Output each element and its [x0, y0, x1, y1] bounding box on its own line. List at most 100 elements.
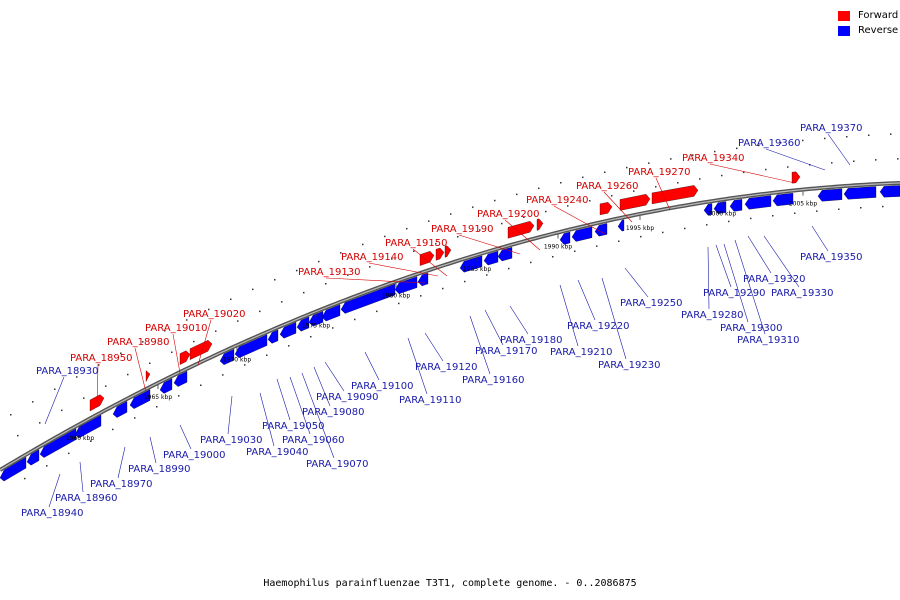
guide-dot	[61, 409, 63, 412]
guide-dot	[567, 205, 569, 207]
guide-dot	[24, 477, 26, 480]
gene-label: PARA_19220	[567, 321, 629, 332]
guide-dot	[428, 220, 430, 222]
guide-dot	[435, 243, 437, 245]
gene-label: PARA_19320	[743, 274, 805, 285]
guide-dot	[860, 207, 862, 209]
reverse-gene-feature	[703, 203, 713, 216]
guide-dot	[68, 452, 70, 455]
forward-gene-feature	[419, 251, 435, 266]
guide-dot	[523, 216, 525, 219]
gene-label: PARA_18970	[90, 479, 152, 490]
guide-dot	[296, 269, 298, 272]
gene-label: PARA_19370	[800, 123, 862, 134]
scale-tick-label: 1965 kbp	[144, 394, 172, 401]
scale-tick-label: 2005 kbp	[789, 201, 817, 208]
guide-dot	[508, 267, 510, 270]
guide-dot	[611, 195, 613, 197]
guide-dot	[347, 274, 349, 276]
reverse-gene-feature	[817, 188, 843, 202]
guide-dot	[39, 422, 41, 424]
guide-dot	[46, 465, 48, 467]
guide-dot	[802, 139, 804, 142]
guide-dot	[743, 171, 745, 174]
guide-dot	[662, 231, 664, 234]
gene-label: PARA_19300	[720, 323, 782, 334]
forward-swatch	[838, 10, 850, 21]
guide-dot	[494, 199, 496, 202]
reverse-gene-feature	[459, 255, 483, 273]
guide-dot	[76, 376, 78, 378]
guide-dot	[890, 133, 892, 135]
guide-dot	[200, 384, 202, 386]
gene-label: PARA_19130	[298, 267, 360, 278]
guide-dot	[897, 158, 899, 160]
guide-dot	[32, 401, 34, 403]
guide-dot	[574, 250, 576, 252]
scale-tick-label: 1960 kbp	[66, 435, 94, 442]
guide-dot	[391, 258, 393, 260]
gene-label: PARA_19250	[620, 298, 682, 309]
reverse-gene-feature	[74, 414, 102, 439]
guide-dot	[340, 252, 342, 254]
gene-label: PARA_19070	[306, 459, 368, 470]
guide-dot	[655, 186, 657, 188]
guide-dot	[354, 318, 356, 321]
forward-gene-feature	[145, 370, 151, 382]
guide-dot	[677, 182, 679, 184]
guide-dot	[457, 236, 459, 238]
gene-label: PARA_18980	[107, 337, 169, 348]
gene-label: PARA_19350	[800, 252, 862, 263]
forward-gene-feature	[444, 245, 452, 258]
guide-dot	[318, 260, 320, 263]
gene-label: PARA_19190	[431, 224, 493, 235]
guide-dot	[281, 301, 283, 303]
guide-dot	[369, 266, 371, 268]
scale-tick-label: 2000 kbp	[708, 211, 736, 218]
guide-dot	[545, 210, 547, 213]
guide-dot	[875, 159, 877, 161]
guide-dot	[134, 417, 136, 419]
guide-dot	[303, 291, 305, 294]
guide-dot	[552, 256, 554, 258]
guide-dot	[530, 261, 532, 264]
guide-dot	[765, 168, 767, 171]
forward-gene-feature	[651, 185, 699, 205]
legend-reverse-label: Reverse	[858, 25, 899, 36]
reverse-gene-feature	[772, 192, 794, 207]
guide-dot	[362, 243, 364, 246]
reverse-gene-feature	[729, 199, 743, 212]
scale-ticks: 1960 kbp 1965 kbp 1970 kbp 1975 kbp 1980 kbp…	[66, 191, 817, 442]
gene-label: PARA_19050	[262, 421, 324, 432]
guide-dot	[589, 200, 591, 202]
guide-dot	[464, 280, 466, 283]
reverse-gene-feature	[571, 226, 593, 242]
guide-dot	[288, 345, 290, 347]
reverse-gene-feature	[267, 329, 279, 344]
guide-dot	[127, 373, 129, 376]
guide-dot	[398, 302, 400, 305]
guide-dot	[17, 434, 19, 437]
gene-label: PARA_19210	[550, 347, 612, 358]
guide-dot	[259, 310, 261, 313]
gene-label: PARA_18950	[70, 353, 132, 364]
reverse-gene-feature	[843, 186, 877, 200]
guide-dot	[98, 364, 100, 366]
guide-dot	[244, 364, 246, 366]
gene-label: PARA_18990	[128, 464, 190, 475]
guide-dot	[472, 206, 474, 208]
gene-label: PARA_19090	[316, 392, 378, 403]
guide-dot	[538, 187, 540, 190]
guide-dot	[838, 208, 840, 210]
guide-dot	[54, 388, 56, 390]
scale-tick-label: 1985 kbp	[463, 266, 491, 273]
scale-tick-label: 1990 kbp	[544, 244, 572, 251]
gene-label: PARA_19060	[282, 435, 344, 446]
guide-dot	[816, 210, 818, 212]
guide-dot	[501, 222, 503, 225]
guide-dot	[670, 158, 672, 160]
forward-gene-feature	[179, 350, 191, 365]
gene-label: PARA_18940	[21, 508, 83, 519]
gene-label: PARA_19080	[302, 407, 364, 418]
